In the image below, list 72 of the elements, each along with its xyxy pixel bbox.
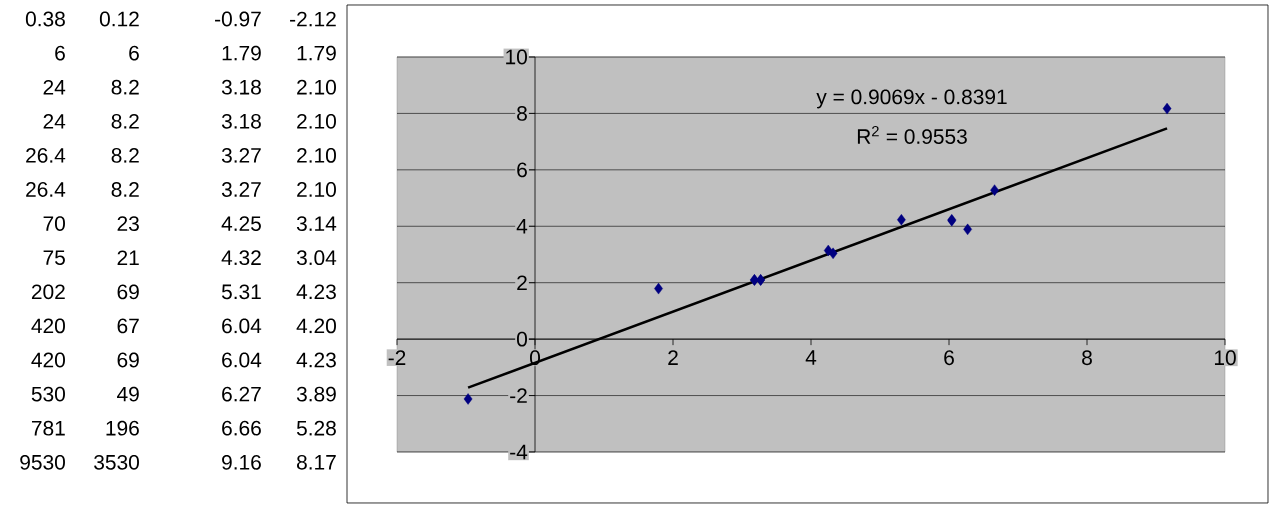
text: 75 bbox=[43, 250, 65, 265]
text: 3.18 bbox=[221, 79, 261, 95]
text: 1.79 bbox=[297, 45, 336, 61]
x-tick-label: 6 bbox=[944, 350, 954, 366]
text: 3.14 bbox=[296, 216, 337, 231]
text: 6 bbox=[55, 45, 65, 61]
text: 3530 bbox=[94, 454, 139, 470]
text: 0.12 bbox=[99, 11, 139, 27]
text: 5.31 bbox=[221, 284, 261, 300]
text: 4.25 bbox=[221, 216, 261, 231]
text: 1.79 bbox=[222, 45, 261, 61]
y-tick-label: 10 bbox=[506, 49, 527, 65]
text: 202 bbox=[31, 284, 65, 300]
text: 24 bbox=[43, 79, 66, 95]
x-tick-label: 4 bbox=[805, 350, 817, 365]
x-tick-label: 8 bbox=[1082, 350, 1092, 366]
text: 67 bbox=[117, 318, 139, 334]
text: 69 bbox=[117, 284, 139, 300]
text: -0.97 bbox=[215, 11, 261, 27]
text: 6.04 bbox=[222, 318, 262, 334]
text: 2.10 bbox=[297, 79, 336, 95]
text: 4.23 bbox=[296, 352, 336, 368]
text: 3.04 bbox=[296, 250, 337, 266]
annotation: y = 0.9069x - 0.8391 bbox=[816, 89, 1007, 109]
text: 6.66 bbox=[222, 420, 261, 436]
text: 2.10 bbox=[297, 147, 336, 163]
text: 4.23 bbox=[296, 284, 336, 300]
text: 24 bbox=[43, 113, 66, 129]
text: 3.89 bbox=[296, 386, 336, 402]
y-tick-label: -2 bbox=[510, 388, 527, 403]
x-tick-label: -2 bbox=[388, 350, 406, 365]
annotation: R$^{2}$ = 0.9553 bbox=[857, 126, 967, 144]
text: 530 bbox=[31, 386, 65, 402]
y-tick-label: -4 bbox=[510, 444, 528, 460]
text: 21 bbox=[117, 250, 139, 265]
text: 8.17 bbox=[297, 454, 336, 470]
text: 8.2 bbox=[111, 182, 139, 197]
y-tick-label: 0 bbox=[516, 331, 527, 347]
text: 6.04 bbox=[222, 352, 262, 368]
x-tick-label: 2 bbox=[668, 350, 678, 365]
text: 8.2 bbox=[111, 113, 139, 129]
text: 6.27 bbox=[222, 386, 261, 402]
text: 2.10 bbox=[297, 182, 336, 197]
text: 26.4 bbox=[26, 182, 66, 197]
y-tick-label: 4 bbox=[516, 219, 528, 234]
text: 420 bbox=[31, 318, 65, 334]
text: 8.2 bbox=[111, 79, 139, 95]
y-tick-label: 8 bbox=[517, 106, 527, 121]
text: 49 bbox=[117, 386, 139, 402]
text: 9.16 bbox=[222, 454, 261, 470]
text: 8.2 bbox=[111, 147, 139, 163]
text: 4.20 bbox=[296, 318, 336, 334]
text: -2.12 bbox=[290, 11, 336, 27]
text: 69 bbox=[117, 352, 139, 368]
text: 420 bbox=[31, 352, 65, 368]
text: 196 bbox=[106, 420, 139, 436]
text: 2.10 bbox=[297, 113, 336, 129]
text: 3.27 bbox=[221, 182, 261, 197]
text: 9530 bbox=[20, 454, 65, 470]
y-tick-label: 2 bbox=[517, 275, 527, 290]
x-tick-label: 10 bbox=[1214, 350, 1236, 366]
text: 3.18 bbox=[221, 113, 261, 129]
text: 5.28 bbox=[296, 420, 336, 436]
text: 70 bbox=[43, 216, 65, 231]
text: 4.32 bbox=[221, 250, 261, 266]
text: 3.27 bbox=[221, 147, 261, 163]
y-tick-label: 6 bbox=[517, 162, 527, 178]
text: 23 bbox=[117, 216, 139, 231]
text: 0.38 bbox=[25, 11, 65, 27]
text: 6 bbox=[129, 45, 139, 61]
text: 26.4 bbox=[26, 147, 66, 163]
text: 781 bbox=[31, 420, 65, 436]
